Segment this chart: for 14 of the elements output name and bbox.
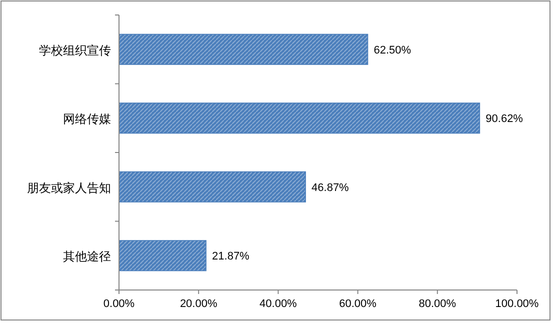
x-tick-label: 20.00%: [180, 298, 218, 310]
x-tick-label: 60.00%: [339, 298, 377, 310]
x-tick-label: 100.00%: [495, 298, 539, 310]
y-tick-label: 朋友或家人告知: [27, 180, 111, 195]
x-tick-label: 80.00%: [418, 298, 456, 310]
y-tick-label: 其他途径: [63, 250, 111, 264]
data-label: 90.62%: [486, 113, 524, 126]
data-label: 46.87%: [312, 182, 350, 194]
x-tick-label: 0.00%: [103, 298, 135, 310]
y-tick-label: 学校组织宣传: [39, 43, 111, 58]
data-label: 62.50%: [374, 44, 412, 56]
x-tick-label: 40.00%: [260, 298, 298, 310]
data-label: 21.87%: [212, 250, 250, 263]
y-tick-label: 网络传媒: [63, 112, 111, 126]
